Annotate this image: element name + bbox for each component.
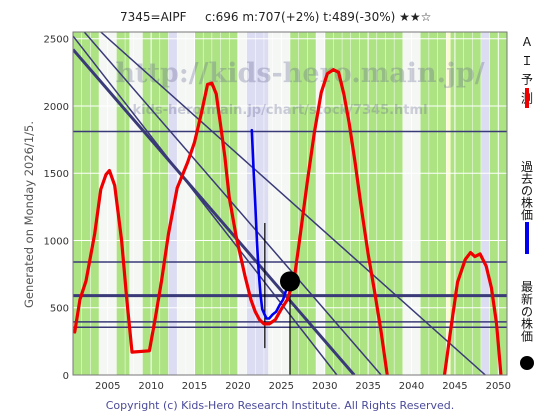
band-lavender xyxy=(480,32,490,375)
series-group xyxy=(73,68,503,375)
x-tick-label: 2050 xyxy=(486,381,511,392)
grid-lines xyxy=(73,32,507,375)
legend-label-char: Ａ xyxy=(521,35,533,49)
y-axis-ticks: 0 500 1000 1500 2000 2500 xyxy=(44,35,69,382)
y-tick-label: 1000 xyxy=(44,236,69,247)
x-tick-label: 2015 xyxy=(182,381,207,392)
prediction-line xyxy=(73,68,389,375)
x-tick-label: 2030 xyxy=(312,381,337,392)
legend-label-char: の xyxy=(521,305,533,319)
y-tick-label: 2500 xyxy=(44,35,69,46)
legend-label-char: 価 xyxy=(521,208,533,222)
legend-label-char: 株 xyxy=(521,195,533,210)
band-green xyxy=(450,32,481,375)
legend-label-char: Ｉ xyxy=(521,54,533,68)
header-ticker: 7345=AIPF xyxy=(120,10,187,24)
plot-frame xyxy=(72,31,508,376)
y-tick-label: 500 xyxy=(50,304,69,315)
y-tick-label: 0 xyxy=(63,371,69,382)
legend-label-char: 株 xyxy=(521,316,533,331)
x-tick-label: 2040 xyxy=(399,381,424,392)
legend: ＡＩ予測過去の株価最新の株価 xyxy=(520,35,534,370)
trend-line xyxy=(73,48,356,375)
trend-line xyxy=(73,35,338,375)
legend-label-char: 予 xyxy=(521,73,533,87)
x-axis-ticks: 2005 2010 2015 2020 2025 2030 2035 2040 2045 2050 xyxy=(95,381,511,392)
x-tick-label: 2025 xyxy=(269,381,294,392)
copyright-footer: Copyright (c) Kids-Hero Research Institu… xyxy=(106,399,455,412)
band-white xyxy=(316,32,325,375)
x-tick-label: 2020 xyxy=(225,381,250,392)
trend-lines xyxy=(73,32,486,375)
y-tick-label: 2000 xyxy=(44,102,69,113)
band-yellow xyxy=(446,32,451,375)
latest-price-dot xyxy=(280,271,300,292)
band-green xyxy=(420,32,447,375)
x-tick-label: 2010 xyxy=(138,381,163,392)
legend-label-char: 去 xyxy=(521,172,533,186)
plot-area: http://kids-hero.main.jp/ kids-hero.main… xyxy=(73,32,507,375)
watermark-sub-url: kids-hero.main.jp/chart/stock/7345.html xyxy=(132,103,427,118)
trend-line xyxy=(100,32,486,375)
vertical-markers xyxy=(264,223,291,375)
band-lavender xyxy=(246,32,269,375)
legend-label-char: 最 xyxy=(521,280,533,294)
legend-label-char: 価 xyxy=(521,330,533,344)
watermark-url: http://kids-hero.main.jp/ xyxy=(115,58,484,89)
band-green xyxy=(324,32,403,375)
watermark: http://kids-hero.main.jp/ kids-hero.main… xyxy=(115,58,484,118)
legend-label-char: の xyxy=(521,184,533,198)
x-tick-label: 2045 xyxy=(442,381,467,392)
x-tick-label: 2005 xyxy=(95,381,120,392)
band-white xyxy=(237,32,247,375)
latest-price-group xyxy=(280,271,300,292)
legend-label-char: 過 xyxy=(521,160,533,174)
header-stats: c:696 m:707(+2%) t:489(-30%) ★★☆ xyxy=(205,10,431,24)
legend-label-char: 新 xyxy=(521,291,533,306)
x-tick-label: 2035 xyxy=(355,381,380,392)
generated-date-label: Generated on Monday 2026/1/5. xyxy=(22,121,36,308)
prediction-line-2 xyxy=(442,250,503,375)
y-tick-label: 1500 xyxy=(44,169,69,180)
legend-dot xyxy=(520,356,534,370)
past_price-line xyxy=(250,128,292,320)
trend-line xyxy=(83,32,382,375)
